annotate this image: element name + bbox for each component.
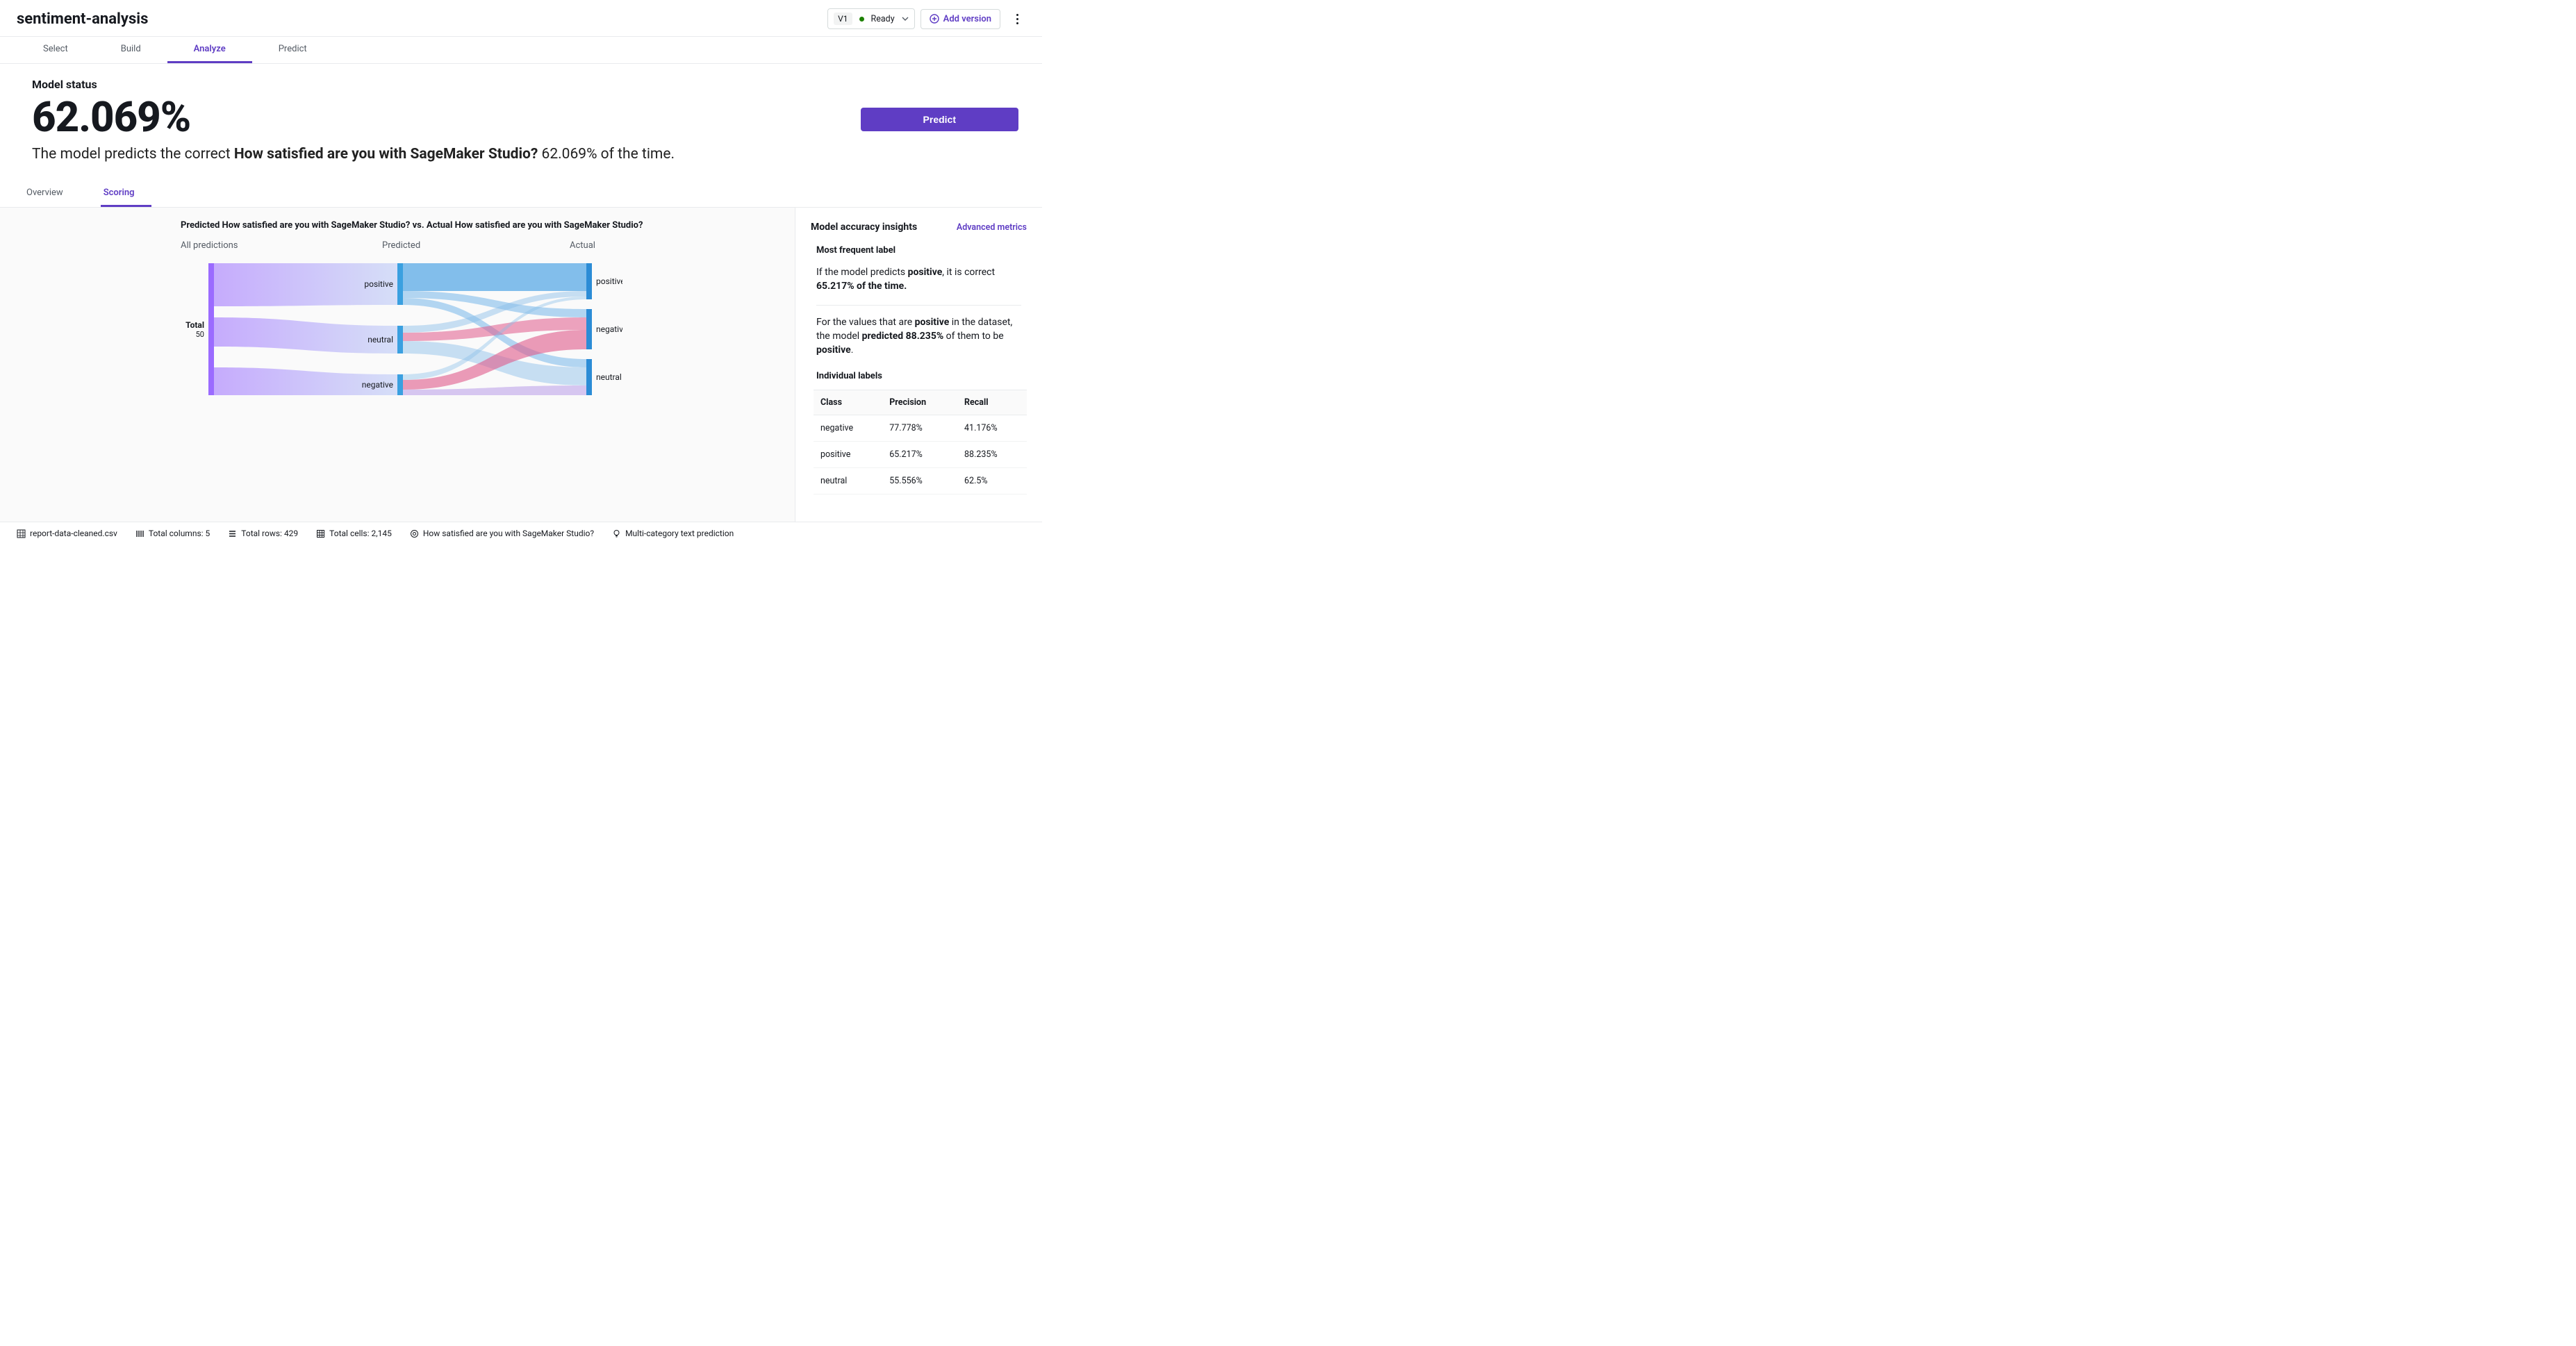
advanced-metrics-link[interactable]: Advanced metrics [957,222,1027,233]
target-icon [410,529,419,538]
table-header: Precision [882,390,957,415]
sub-tab-scoring[interactable]: Scoring [101,181,151,207]
svg-text:negative: negative [596,324,622,334]
plus-circle-icon [930,14,939,24]
svg-text:50: 50 [196,330,204,339]
status-text: Ready [871,14,895,24]
add-version-button[interactable]: Add version [920,9,1000,29]
main-tab-build[interactable]: Build [94,37,167,63]
model-status-label: Model status [32,78,1025,91]
bulb-icon [612,529,621,538]
version-select[interactable]: V1 Ready [827,8,915,29]
main-tab-select[interactable]: Select [17,37,94,63]
svg-text:Total: Total [185,320,204,330]
sub-tab-overview[interactable]: Overview [24,181,80,207]
individual-labels-table: ClassPrecisionRecall negative77.778%41.1… [814,390,1027,495]
main-tabs: SelectBuildAnalyzePredict [0,37,1042,64]
table-header: Recall [957,390,1027,415]
insight-paragraph-1: If the model predicts positive, it is co… [816,265,1021,294]
table-icon [17,529,26,538]
most-frequent-label-title: Most frequent label [816,245,1021,256]
footer-target: How satisfied are you with SageMaker Stu… [410,529,594,538]
status-bar: report-data-cleaned.csv Total columns: 5… [0,522,1042,545]
chevron-down-icon [902,17,909,21]
footer-columns: Total columns: 5 [135,529,210,538]
sub-tabs: Overview Scoring [0,181,1042,208]
svg-text:positive: positive [596,276,622,286]
footer-file: report-data-cleaned.csv [17,529,117,538]
sankey-column-headers: All predictions Predicted Actual [181,240,774,251]
table-row: negative77.778%41.176% [814,415,1027,442]
table-row: positive65.217%88.235% [814,442,1027,468]
main-tab-predict[interactable]: Predict [252,37,333,63]
svg-text:negative: negative [362,380,393,390]
svg-text:neutral: neutral [368,335,393,344]
insights-title: Model accuracy insights [811,222,917,233]
more-menu-button[interactable] [1009,10,1025,27]
add-version-label: Add version [943,14,991,24]
footer-type: Multi-category text prediction [612,529,734,538]
sankey-title: Predicted How satisfied are you with Sag… [181,220,774,231]
footer-cells: Total cells: 2,145 [316,529,392,538]
table-header: Class [814,390,882,415]
version-badge: V1 [834,13,852,25]
svg-text:positive: positive [364,279,393,289]
accuracy-subtitle: The model predicts the correct How satis… [32,146,1025,163]
table-row: neutral55.556%62.5% [814,468,1027,495]
page-title: sentiment-analysis [17,10,148,28]
accuracy-percentage: 62.069% [32,92,190,142]
svg-text:neutral: neutral [596,372,622,382]
columns-icon [135,529,145,538]
status-dot-icon [859,17,864,22]
footer-rows: Total rows: 429 [228,529,298,538]
grid-icon [316,529,325,538]
insight-paragraph-2: For the values that are positive in the … [816,315,1021,358]
sankey-chart: Total50 positive neutral negative positive ne… [181,263,622,419]
main-tab-analyze[interactable]: Analyze [167,37,252,63]
individual-labels-title: Individual labels [816,371,1021,381]
rows-icon [228,529,237,538]
predict-button[interactable]: Predict [861,108,1018,131]
